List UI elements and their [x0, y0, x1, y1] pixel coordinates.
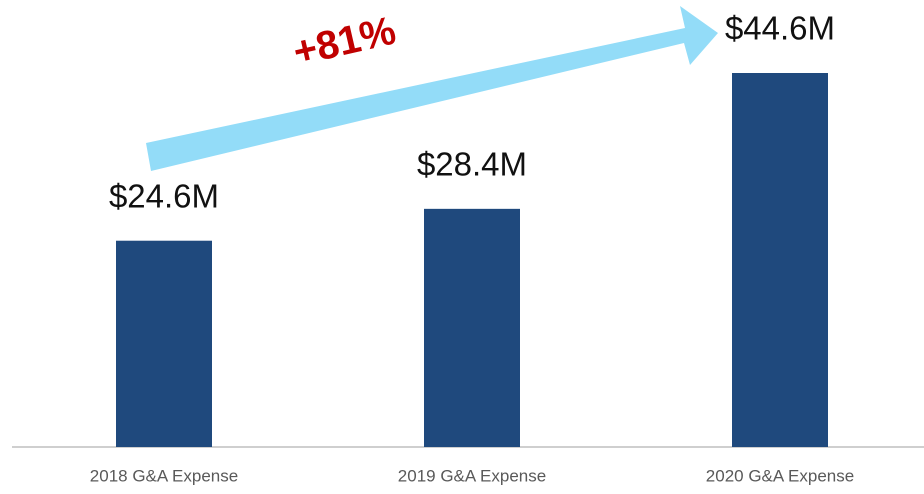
x-tick-label: 2018 G&A Expense: [90, 466, 238, 485]
bar: [116, 240, 212, 447]
growth-arrow: [146, 6, 718, 171]
bar: [732, 73, 828, 447]
value-label: $28.4M: [417, 146, 527, 183]
arrow: [146, 6, 718, 171]
x-tick-label: 2019 G&A Expense: [398, 466, 546, 485]
x-tick-label: 2020 G&A Expense: [706, 466, 854, 485]
bar: [424, 208, 520, 447]
value-label: $44.6M: [725, 10, 835, 47]
annotation: +81%: [289, 9, 400, 75]
value-label: $24.6M: [109, 177, 219, 214]
